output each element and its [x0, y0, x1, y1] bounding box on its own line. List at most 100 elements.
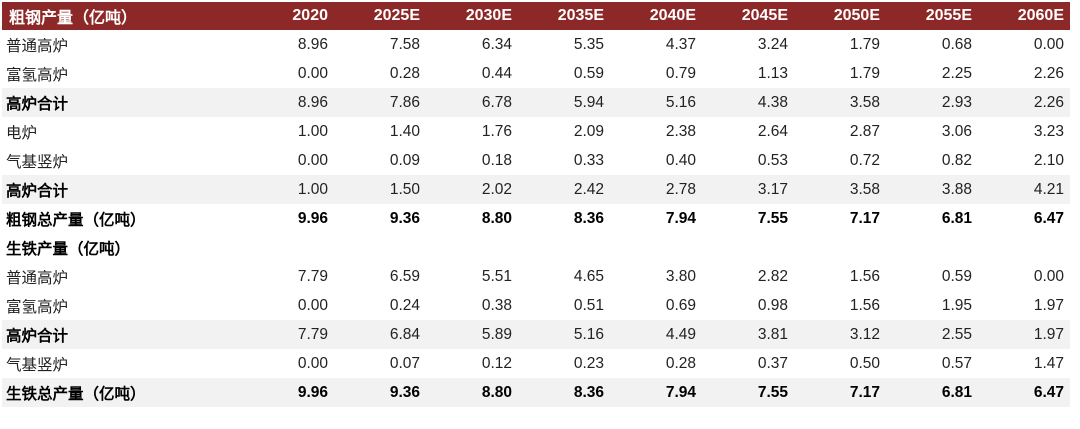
value-cell: 7.86: [389, 93, 420, 111]
value-cell: 2.25: [941, 64, 972, 82]
value-cell: 0.18: [481, 151, 512, 169]
value-cell: 3.24: [757, 35, 788, 53]
value-cell: 0.00: [1033, 267, 1064, 285]
row-label: 富氢高炉: [6, 298, 69, 316]
value-cell: 6.47: [1033, 383, 1064, 401]
value-cell: 1.76: [481, 122, 512, 140]
value-cell: 5.51: [481, 267, 512, 285]
value-cell: 6.81: [941, 383, 972, 401]
value-cell: 0.24: [389, 296, 420, 314]
value-cell: 0.82: [941, 151, 972, 169]
value-cell: 0.72: [849, 151, 880, 169]
row-label: 粗钢总产量（亿吨）: [6, 211, 146, 229]
value-cell: 1.97: [1033, 296, 1064, 314]
value-cell: 1.00: [297, 122, 328, 140]
value-cell: [426, 233, 518, 262]
value-cell: 0.28: [665, 354, 696, 372]
table-body: 普通高炉 8.96 7.58 6.34 5.35 4.37 3.24 1.79 0.68 0.00…: [2, 30, 1070, 407]
row-label: 气基竖炉: [6, 153, 69, 171]
column-header: 2050E: [794, 2, 886, 30]
value-cell: 7.79: [297, 325, 328, 343]
table-row: 生铁总产量（亿吨） 9.96 9.36 8.80 8.36 7.94 7.55 7.17 6.8…: [2, 378, 1070, 407]
value-cell: 0.07: [389, 354, 420, 372]
value-cell: 7.94: [665, 209, 696, 227]
value-cell: 2.82: [757, 267, 788, 285]
header-row: 粗钢产量（亿吨） 2020 2025E 2030E 2035E 2040E 2045E 20…: [2, 2, 1070, 30]
value-cell: 8.96: [297, 93, 328, 111]
table-row: 富氢高炉 0.00 0.24 0.38 0.51 0.69 0.98 1.56 1.95 1.97: [2, 291, 1070, 320]
column-header: 2025E: [334, 2, 426, 30]
column-header: 2020: [242, 2, 334, 30]
value-cell: 7.58: [389, 35, 420, 53]
value-cell: 1.95: [941, 296, 972, 314]
value-cell: 1.13: [757, 64, 788, 82]
value-cell: 4.38: [757, 93, 788, 111]
row-label: 气基竖炉: [6, 356, 69, 374]
value-cell: 3.58: [849, 180, 880, 198]
value-cell: 3.23: [1033, 122, 1064, 140]
value-cell: 0.37: [757, 354, 788, 372]
value-cell: 6.84: [389, 325, 420, 343]
value-cell: 0.59: [941, 267, 972, 285]
value-cell: 8.80: [481, 209, 512, 227]
value-cell: 5.35: [573, 35, 604, 53]
value-cell: 1.47: [1033, 354, 1064, 372]
value-cell: 4.21: [1033, 180, 1064, 198]
table-row: 普通高炉 7.79 6.59 5.51 4.65 3.80 2.82 1.56 0.59 0.00: [2, 262, 1070, 291]
value-cell: 1.50: [389, 180, 420, 198]
table-row: 富氢高炉 0.00 0.28 0.44 0.59 0.79 1.13 1.79 2.25 2.26: [2, 59, 1070, 88]
value-cell: 1.00: [297, 180, 328, 198]
value-cell: 0.00: [1033, 35, 1064, 53]
row-label: 高炉合计: [6, 95, 69, 113]
steel-production-table: 粗钢产量（亿吨） 2020 2025E 2030E 2035E 2040E 2045E 20…: [2, 2, 1070, 407]
value-cell: 0.38: [481, 296, 512, 314]
value-cell: 1.56: [849, 296, 880, 314]
column-header: 2060E: [978, 2, 1070, 30]
row-label: 富氢高炉: [6, 66, 69, 84]
value-cell: 2.09: [573, 122, 604, 140]
value-cell: 0.57: [941, 354, 972, 372]
value-cell: 3.58: [849, 93, 880, 111]
value-cell: [610, 233, 702, 262]
table-row: 高炉合计 8.96 7.86 6.78 5.94 5.16 4.38 3.58 2.93 2.26: [2, 88, 1070, 117]
column-header: 2055E: [886, 2, 978, 30]
value-cell: 0.98: [757, 296, 788, 314]
value-cell: 6.34: [481, 35, 512, 53]
value-cell: 3.88: [941, 180, 972, 198]
value-cell: 0.00: [297, 354, 328, 372]
value-cell: 9.36: [389, 209, 420, 227]
column-header: 2030E: [426, 2, 518, 30]
value-cell: 0.69: [665, 296, 696, 314]
row-label: 电炉: [6, 124, 38, 142]
value-cell: 7.17: [849, 383, 880, 401]
row-label: 生铁产量（亿吨）: [6, 240, 131, 258]
table-row: 气基竖炉 0.00 0.07 0.12 0.23 0.28 0.37 0.50 0.57 1.47: [2, 349, 1070, 378]
value-cell: 5.16: [573, 325, 604, 343]
table-row: 气基竖炉 0.00 0.09 0.18 0.33 0.40 0.53 0.72 0.82 2.10: [2, 146, 1070, 175]
value-cell: 8.36: [573, 209, 604, 227]
value-cell: 1.40: [389, 122, 420, 140]
value-cell: 2.38: [665, 122, 696, 140]
value-cell: 0.33: [573, 151, 604, 169]
value-cell: [702, 233, 794, 262]
value-cell: 0.00: [297, 151, 328, 169]
row-label: 普通高炉: [6, 37, 69, 55]
value-cell: 8.36: [573, 383, 604, 401]
table-title: 粗钢产量（亿吨）: [2, 2, 242, 30]
value-cell: 0.23: [573, 354, 604, 372]
value-cell: 2.42: [573, 180, 604, 198]
value-cell: 6.59: [389, 267, 420, 285]
value-cell: 2.02: [481, 180, 512, 198]
value-cell: 0.50: [849, 354, 880, 372]
row-label: 普通高炉: [6, 269, 69, 287]
value-cell: 1.79: [849, 64, 880, 82]
value-cell: 0.59: [573, 64, 604, 82]
table-header: 粗钢产量（亿吨） 2020 2025E 2030E 2035E 2040E 2045E 20…: [2, 2, 1070, 30]
value-cell: 2.64: [757, 122, 788, 140]
column-header: 2045E: [702, 2, 794, 30]
value-cell: 2.26: [1033, 64, 1064, 82]
value-cell: 7.94: [665, 383, 696, 401]
value-cell: [242, 233, 334, 262]
value-cell: 7.55: [757, 209, 788, 227]
value-cell: 6.47: [1033, 209, 1064, 227]
